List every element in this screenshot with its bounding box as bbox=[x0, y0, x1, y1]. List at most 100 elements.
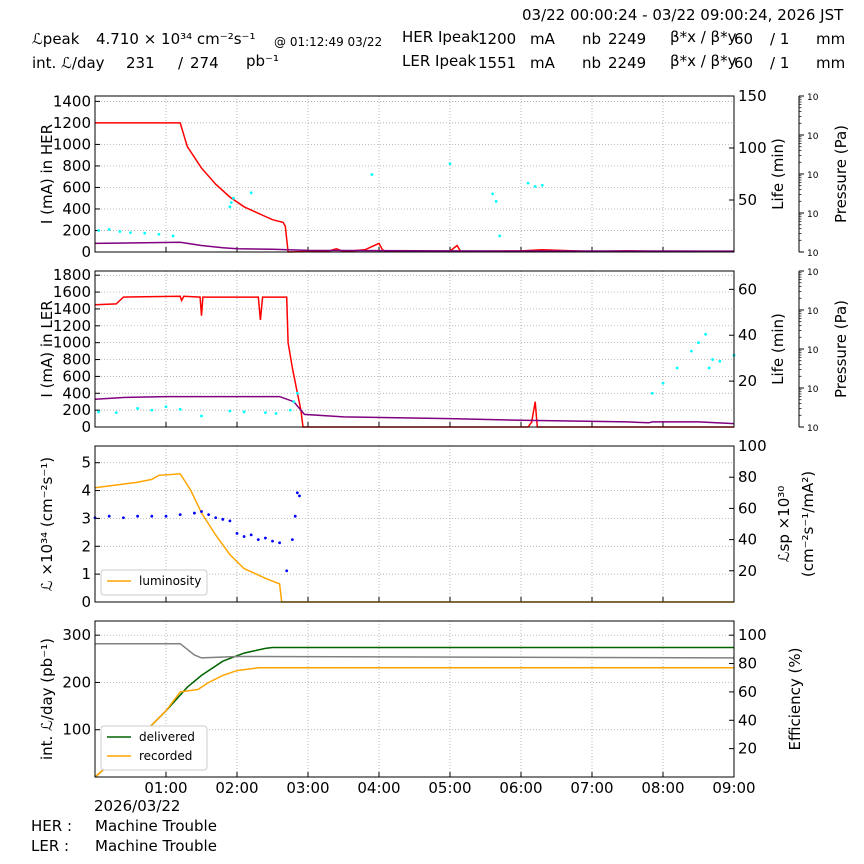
specific-point bbox=[228, 519, 232, 523]
current-line bbox=[94, 295, 734, 428]
y-tick-label: 1000 bbox=[53, 135, 91, 153]
life-point bbox=[129, 231, 132, 235]
her-beta-y: / 1 bbox=[770, 30, 790, 48]
ler-nb-label: nb bbox=[582, 54, 602, 72]
life-point bbox=[114, 411, 118, 415]
pressure-line bbox=[94, 395, 735, 425]
pressure-tick-label: 10 bbox=[807, 307, 819, 317]
pressure-tick-label: 10 bbox=[807, 171, 819, 181]
y2-tick-label: 20 bbox=[738, 740, 757, 758]
y3-axis-label: Pressure (Pa) bbox=[832, 300, 850, 398]
y-tick-label: 800 bbox=[62, 157, 91, 175]
y2-tick-label: 100 bbox=[738, 626, 767, 644]
y-tick-label: 3 bbox=[81, 509, 91, 527]
plot-frame bbox=[94, 620, 735, 778]
specific-point bbox=[107, 514, 111, 518]
specific-point bbox=[249, 533, 253, 537]
y2-tick-label: 60 bbox=[738, 280, 757, 298]
y-tick-label: 200 bbox=[62, 221, 91, 239]
y2-axis-label: Life (min) bbox=[769, 138, 787, 210]
life-point bbox=[171, 234, 175, 238]
y-tick-label: 1200 bbox=[53, 114, 91, 132]
specific-point bbox=[290, 538, 294, 541]
her-nb-label: nb bbox=[582, 30, 602, 48]
y2-tick-label: 40 bbox=[738, 326, 757, 344]
y2-tick-label: 40 bbox=[738, 531, 757, 549]
ler-beta-y: / 1 bbox=[770, 54, 790, 72]
life-point bbox=[118, 230, 122, 233]
y2-tick-label: 60 bbox=[738, 683, 757, 701]
y-tick-label: 2 bbox=[81, 537, 91, 555]
life-point bbox=[97, 410, 100, 414]
y2-axis-label: Life (min) bbox=[769, 313, 787, 385]
intl-value: 231 bbox=[126, 54, 155, 72]
life-point bbox=[675, 366, 679, 370]
life-point bbox=[498, 234, 502, 238]
y2-tick-label: 40 bbox=[738, 711, 757, 729]
legend-label-recorded: recorded bbox=[139, 749, 192, 763]
y3-axis-label: Pressure (Pa) bbox=[832, 125, 850, 223]
y-tick-label: 200 bbox=[62, 673, 91, 691]
y-tick-label: 1800 bbox=[53, 266, 91, 284]
her-ma-unit: mA bbox=[530, 30, 555, 48]
life-point bbox=[526, 181, 530, 185]
life-point bbox=[242, 410, 246, 414]
life-point bbox=[704, 332, 707, 336]
x-tick-label: 08:00 bbox=[641, 779, 684, 797]
life-point bbox=[143, 231, 147, 235]
x-tick-label: 06:00 bbox=[499, 779, 542, 797]
y2-tick-label: 100 bbox=[738, 139, 767, 157]
y-tick-label: 600 bbox=[62, 178, 91, 196]
her-status: Machine Trouble bbox=[95, 817, 217, 835]
y-tick-label: 5 bbox=[81, 454, 91, 472]
specific-point bbox=[235, 531, 239, 535]
plot-frame bbox=[94, 270, 735, 428]
y-tick-label: 100 bbox=[62, 721, 91, 739]
x-tick-label: 03:00 bbox=[286, 779, 329, 797]
specific-point bbox=[150, 514, 154, 518]
y-tick-label: 1000 bbox=[53, 334, 91, 352]
specific-point bbox=[298, 494, 301, 498]
life-point bbox=[711, 358, 715, 361]
y-axis-label: I (mA) in LER bbox=[38, 300, 56, 397]
y2-tick-label: 50 bbox=[738, 191, 757, 209]
y-tick-label: 0 bbox=[81, 243, 91, 261]
intl-value2: 274 bbox=[190, 54, 219, 72]
life-point bbox=[136, 407, 140, 410]
specific-point bbox=[193, 511, 196, 515]
y2-tick-label: 150 bbox=[738, 87, 767, 105]
y-tick-label: 300 bbox=[62, 626, 91, 644]
life-point bbox=[533, 184, 537, 188]
life-point bbox=[97, 229, 100, 232]
life-point bbox=[229, 201, 233, 204]
life-point bbox=[264, 411, 267, 415]
her-beta-x: 60 bbox=[734, 30, 754, 48]
x-tick-label: 04:00 bbox=[357, 779, 400, 797]
specific-point bbox=[271, 539, 274, 543]
y2-axis-label-2: (cm⁻²s⁻¹/mA²) bbox=[799, 471, 817, 577]
ler-nb-value: 2249 bbox=[608, 54, 647, 72]
y-tick-label: 1200 bbox=[53, 317, 91, 335]
y-tick-label: 400 bbox=[62, 200, 91, 218]
y-axis-label: int. ℒ/day (pb⁻¹) bbox=[38, 638, 56, 760]
pressure-tick-label: 10 bbox=[807, 385, 819, 395]
life-point bbox=[232, 196, 235, 200]
legend-label-delivered: delivered bbox=[139, 730, 195, 744]
specific-point bbox=[295, 491, 299, 495]
life-point bbox=[540, 183, 544, 187]
time-range: 03/22 00:00:24 - 03/22 09:00:24, 2026 JS… bbox=[522, 6, 844, 24]
footer-date: 2026/03/22 bbox=[94, 797, 181, 815]
specific-point bbox=[293, 514, 297, 518]
y-tick-label: 1 bbox=[81, 565, 91, 583]
y2-tick-label: 20 bbox=[738, 372, 757, 390]
y-tick-label: 0 bbox=[81, 418, 91, 436]
y-tick-label: 1400 bbox=[53, 92, 91, 110]
y-tick-label: 600 bbox=[62, 367, 91, 385]
lpeak-label: ℒpeak bbox=[32, 30, 80, 48]
ler-ipeak-value: 1551 bbox=[478, 54, 517, 72]
life-point bbox=[249, 191, 253, 195]
intl-sep: / bbox=[178, 54, 184, 72]
plot-frame bbox=[94, 95, 735, 253]
life-point bbox=[157, 232, 161, 236]
